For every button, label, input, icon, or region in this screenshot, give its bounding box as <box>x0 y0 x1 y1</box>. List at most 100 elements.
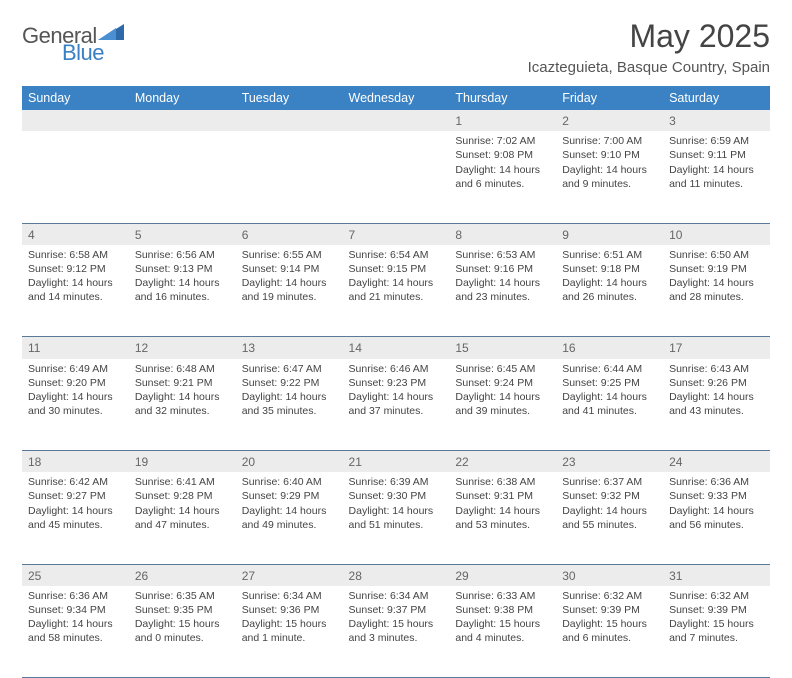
daylight-text: Daylight: 14 hours and 37 minutes. <box>349 390 444 418</box>
day-number: 11 <box>22 337 129 359</box>
sunrise-text: Sunrise: 6:54 AM <box>349 248 444 262</box>
sunrise-text: Sunrise: 6:32 AM <box>669 589 764 603</box>
daylight-text: Daylight: 14 hours and 30 minutes. <box>28 390 123 418</box>
sunset-text: Sunset: 9:11 PM <box>669 148 764 162</box>
day-cell: Sunrise: 6:56 AMSunset: 9:13 PMDaylight:… <box>129 245 236 337</box>
day-number: 12 <box>129 337 236 359</box>
day-cell: Sunrise: 6:38 AMSunset: 9:31 PMDaylight:… <box>449 472 556 564</box>
weekday-header: Friday <box>556 86 663 110</box>
daylight-text: Daylight: 14 hours and 58 minutes. <box>28 617 123 645</box>
day-number: 7 <box>343 223 450 245</box>
sunset-text: Sunset: 9:39 PM <box>669 603 764 617</box>
day-number: 19 <box>129 451 236 473</box>
sunrise-text: Sunrise: 6:34 AM <box>242 589 337 603</box>
week-row: Sunrise: 6:49 AMSunset: 9:20 PMDaylight:… <box>22 359 770 451</box>
day-cell: Sunrise: 6:46 AMSunset: 9:23 PMDaylight:… <box>343 359 450 451</box>
sunrise-text: Sunrise: 6:40 AM <box>242 475 337 489</box>
day-cell: Sunrise: 6:34 AMSunset: 9:36 PMDaylight:… <box>236 586 343 678</box>
sunset-text: Sunset: 9:22 PM <box>242 376 337 390</box>
daylight-text: Daylight: 14 hours and 41 minutes. <box>562 390 657 418</box>
day-cell-content: Sunrise: 6:40 AMSunset: 9:29 PMDaylight:… <box>236 472 343 536</box>
sunset-text: Sunset: 9:13 PM <box>135 262 230 276</box>
day-number: 25 <box>22 564 129 586</box>
sunset-text: Sunset: 9:36 PM <box>242 603 337 617</box>
day-cell-content: Sunrise: 6:37 AMSunset: 9:32 PMDaylight:… <box>556 472 663 536</box>
day-cell <box>343 131 450 223</box>
daynum-row: 25262728293031 <box>22 564 770 586</box>
sunset-text: Sunset: 9:29 PM <box>242 489 337 503</box>
day-cell: Sunrise: 6:48 AMSunset: 9:21 PMDaylight:… <box>129 359 236 451</box>
day-cell: Sunrise: 6:33 AMSunset: 9:38 PMDaylight:… <box>449 586 556 678</box>
weekday-header: Sunday <box>22 86 129 110</box>
day-cell: Sunrise: 6:40 AMSunset: 9:29 PMDaylight:… <box>236 472 343 564</box>
sunset-text: Sunset: 9:18 PM <box>562 262 657 276</box>
daylight-text: Daylight: 14 hours and 11 minutes. <box>669 163 764 191</box>
day-cell-content: Sunrise: 6:56 AMSunset: 9:13 PMDaylight:… <box>129 245 236 309</box>
sunset-text: Sunset: 9:21 PM <box>135 376 230 390</box>
logo: General Blue <box>22 18 123 65</box>
day-cell-content: Sunrise: 6:38 AMSunset: 9:31 PMDaylight:… <box>449 472 556 536</box>
day-number: 14 <box>343 337 450 359</box>
daylight-text: Daylight: 14 hours and 26 minutes. <box>562 276 657 304</box>
sunset-text: Sunset: 9:24 PM <box>455 376 550 390</box>
week-row: Sunrise: 7:02 AMSunset: 9:08 PMDaylight:… <box>22 131 770 223</box>
day-cell: Sunrise: 6:32 AMSunset: 9:39 PMDaylight:… <box>556 586 663 678</box>
day-cell: Sunrise: 6:58 AMSunset: 9:12 PMDaylight:… <box>22 245 129 337</box>
sunrise-text: Sunrise: 6:39 AM <box>349 475 444 489</box>
weekday-header-row: Sunday Monday Tuesday Wednesday Thursday… <box>22 86 770 110</box>
day-number: 3 <box>663 110 770 131</box>
daylight-text: Daylight: 14 hours and 56 minutes. <box>669 504 764 532</box>
daylight-text: Daylight: 15 hours and 6 minutes. <box>562 617 657 645</box>
day-number: 23 <box>556 451 663 473</box>
day-number: 6 <box>236 223 343 245</box>
day-cell: Sunrise: 6:54 AMSunset: 9:15 PMDaylight:… <box>343 245 450 337</box>
sunrise-text: Sunrise: 6:56 AM <box>135 248 230 262</box>
day-cell: Sunrise: 6:41 AMSunset: 9:28 PMDaylight:… <box>129 472 236 564</box>
sunset-text: Sunset: 9:10 PM <box>562 148 657 162</box>
daylight-text: Daylight: 15 hours and 4 minutes. <box>455 617 550 645</box>
day-number: 30 <box>556 564 663 586</box>
day-cell: Sunrise: 6:36 AMSunset: 9:33 PMDaylight:… <box>663 472 770 564</box>
day-number: 4 <box>22 223 129 245</box>
day-cell-content: Sunrise: 7:02 AMSunset: 9:08 PMDaylight:… <box>449 131 556 195</box>
sunset-text: Sunset: 9:15 PM <box>349 262 444 276</box>
day-number <box>129 110 236 131</box>
sunrise-text: Sunrise: 6:32 AM <box>562 589 657 603</box>
sunrise-text: Sunrise: 6:46 AM <box>349 362 444 376</box>
week-row: Sunrise: 6:36 AMSunset: 9:34 PMDaylight:… <box>22 586 770 678</box>
sunset-text: Sunset: 9:37 PM <box>349 603 444 617</box>
sunrise-text: Sunrise: 6:51 AM <box>562 248 657 262</box>
day-number <box>22 110 129 131</box>
daylight-text: Daylight: 14 hours and 45 minutes. <box>28 504 123 532</box>
sunset-text: Sunset: 9:39 PM <box>562 603 657 617</box>
day-number: 17 <box>663 337 770 359</box>
daylight-text: Daylight: 15 hours and 3 minutes. <box>349 617 444 645</box>
sunrise-text: Sunrise: 6:37 AM <box>562 475 657 489</box>
daylight-text: Daylight: 14 hours and 39 minutes. <box>455 390 550 418</box>
day-cell-content: Sunrise: 6:32 AMSunset: 9:39 PMDaylight:… <box>556 586 663 650</box>
sunset-text: Sunset: 9:26 PM <box>669 376 764 390</box>
day-cell-content: Sunrise: 6:36 AMSunset: 9:33 PMDaylight:… <box>663 472 770 536</box>
day-cell-content: Sunrise: 6:55 AMSunset: 9:14 PMDaylight:… <box>236 245 343 309</box>
day-cell-content: Sunrise: 6:58 AMSunset: 9:12 PMDaylight:… <box>22 245 129 309</box>
day-cell: Sunrise: 6:45 AMSunset: 9:24 PMDaylight:… <box>449 359 556 451</box>
day-cell-content: Sunrise: 6:45 AMSunset: 9:24 PMDaylight:… <box>449 359 556 423</box>
daylight-text: Daylight: 14 hours and 28 minutes. <box>669 276 764 304</box>
sunrise-text: Sunrise: 6:48 AM <box>135 362 230 376</box>
daylight-text: Daylight: 14 hours and 51 minutes. <box>349 504 444 532</box>
calendar-table: Sunday Monday Tuesday Wednesday Thursday… <box>22 86 770 678</box>
daylight-text: Daylight: 14 hours and 16 minutes. <box>135 276 230 304</box>
day-cell-content: Sunrise: 6:48 AMSunset: 9:21 PMDaylight:… <box>129 359 236 423</box>
weekday-header: Tuesday <box>236 86 343 110</box>
day-cell: Sunrise: 6:55 AMSunset: 9:14 PMDaylight:… <box>236 245 343 337</box>
sunrise-text: Sunrise: 6:47 AM <box>242 362 337 376</box>
daynum-row: 18192021222324 <box>22 451 770 473</box>
week-row: Sunrise: 6:42 AMSunset: 9:27 PMDaylight:… <box>22 472 770 564</box>
daylight-text: Daylight: 14 hours and 21 minutes. <box>349 276 444 304</box>
day-number: 10 <box>663 223 770 245</box>
day-cell: Sunrise: 6:43 AMSunset: 9:26 PMDaylight:… <box>663 359 770 451</box>
sunrise-text: Sunrise: 6:41 AM <box>135 475 230 489</box>
day-cell-content: Sunrise: 6:43 AMSunset: 9:26 PMDaylight:… <box>663 359 770 423</box>
day-cell-content: Sunrise: 6:33 AMSunset: 9:38 PMDaylight:… <box>449 586 556 650</box>
sunrise-text: Sunrise: 6:45 AM <box>455 362 550 376</box>
